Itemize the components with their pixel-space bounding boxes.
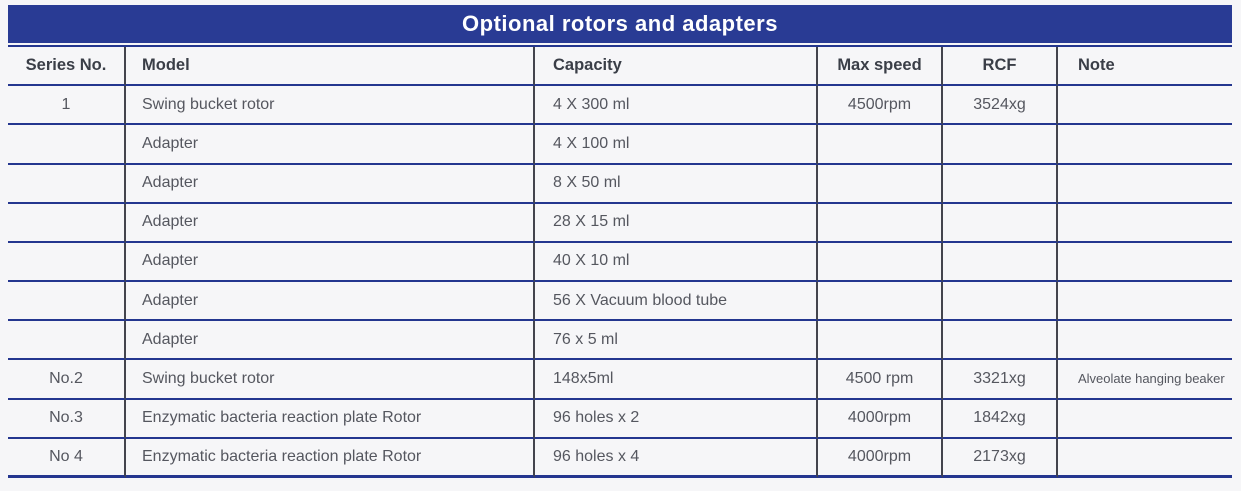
- cell-series: [8, 125, 126, 165]
- cell-max-speed: 4000rpm: [818, 438, 943, 478]
- cell-note: [1058, 86, 1232, 126]
- cell-note: [1058, 321, 1232, 361]
- header-rcf: RCF: [943, 47, 1058, 87]
- cell-capacity: 8 X 50 ml: [535, 164, 818, 204]
- cell-max-speed: [818, 282, 943, 322]
- header-model: Model: [126, 47, 535, 87]
- cell-model: Adapter: [126, 242, 535, 283]
- header-capacity: Capacity: [535, 47, 818, 87]
- cell-note: [1058, 243, 1232, 283]
- rotors-adapters-table: Series No. Model Capacity Max speed RCF …: [8, 45, 1232, 478]
- cell-rcf: 1842xg: [943, 399, 1058, 439]
- cell-note: [1058, 165, 1232, 204]
- cell-model: Adapter: [126, 164, 535, 204]
- cell-series: 1: [8, 86, 126, 126]
- cell-note: [1058, 204, 1232, 243]
- cell-note: [1058, 400, 1232, 439]
- cell-model: Adapter: [126, 282, 535, 322]
- cell-capacity: 96 holes x 2: [535, 399, 818, 439]
- header-note: Note: [1058, 47, 1232, 87]
- cell-rcf: [943, 164, 1058, 204]
- cell-model: Swing bucket rotor: [126, 360, 535, 400]
- cell-series: [8, 203, 126, 243]
- cell-capacity: 4 X 300 ml: [535, 86, 818, 126]
- cell-max-speed: [818, 203, 943, 243]
- cell-max-speed: 4500rpm: [818, 86, 943, 126]
- cell-max-speed: [818, 125, 943, 165]
- cell-max-speed: [818, 164, 943, 204]
- header-max-speed: Max speed: [818, 47, 943, 87]
- cell-series: [8, 282, 126, 322]
- cell-series: [8, 242, 126, 283]
- cell-capacity: 96 holes x 4: [535, 438, 818, 478]
- cell-max-speed: [818, 242, 943, 283]
- cell-series: No 4: [8, 438, 126, 478]
- cell-model: Enzymatic bacteria reaction plate Rotor: [126, 399, 535, 439]
- cell-capacity: 4 X 100 ml: [535, 125, 818, 165]
- table-title: Optional rotors and adapters: [462, 11, 778, 36]
- cell-model: Adapter: [126, 321, 535, 361]
- cell-rcf: 3524xg: [943, 86, 1058, 126]
- cell-model: Swing bucket rotor: [126, 86, 535, 126]
- cell-note: Alveolate hanging beaker: [1058, 360, 1232, 400]
- cell-rcf: [943, 242, 1058, 283]
- cell-note: [1058, 439, 1232, 478]
- cell-capacity: 56 X Vacuum blood tube: [535, 282, 818, 322]
- cell-rcf: [943, 321, 1058, 361]
- cell-model: Adapter: [126, 125, 535, 165]
- table-title-banner: Optional rotors and adapters: [8, 5, 1232, 43]
- cell-series: No.3: [8, 399, 126, 439]
- header-series-no: Series No.: [8, 47, 126, 87]
- cell-note: [1058, 125, 1232, 165]
- cell-capacity: 148x5ml: [535, 360, 818, 400]
- cell-capacity: 76 x 5 ml: [535, 321, 818, 361]
- cell-model: Adapter: [126, 203, 535, 243]
- cell-rcf: 3321xg: [943, 360, 1058, 400]
- cell-rcf: 2173xg: [943, 438, 1058, 478]
- cell-series: [8, 321, 126, 361]
- cell-rcf: [943, 203, 1058, 243]
- cell-capacity: 28 X 15 ml: [535, 203, 818, 243]
- cell-series: [8, 164, 126, 204]
- cell-model: Enzymatic bacteria reaction plate Rotor: [126, 438, 535, 478]
- cell-capacity: 40 X 10 ml: [535, 242, 818, 283]
- cell-max-speed: 4000rpm: [818, 399, 943, 439]
- cell-rcf: [943, 125, 1058, 165]
- cell-series: No.2: [8, 360, 126, 400]
- cell-max-speed: [818, 321, 943, 361]
- cell-note: [1058, 282, 1232, 322]
- cell-rcf: [943, 282, 1058, 322]
- cell-max-speed: 4500 rpm: [818, 360, 943, 400]
